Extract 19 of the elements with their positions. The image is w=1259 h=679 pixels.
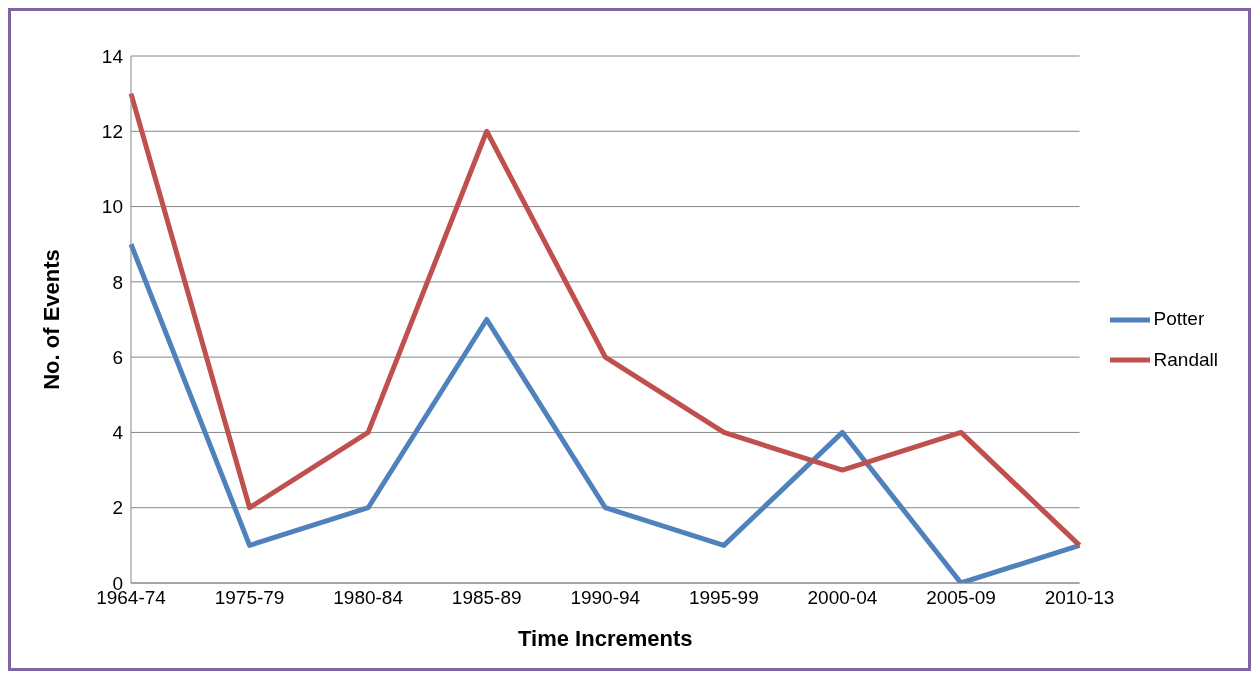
x-axis-title: Time Increments bbox=[518, 626, 693, 651]
y-tick-label: 8 bbox=[112, 271, 123, 293]
x-tick-label: 1980-84 bbox=[333, 587, 404, 609]
legend-label: Randall bbox=[1153, 348, 1218, 370]
legend-label: Potter bbox=[1153, 307, 1205, 329]
y-tick-label: 4 bbox=[112, 422, 124, 444]
x-tick-label: 1990-94 bbox=[570, 587, 641, 609]
y-tick-label: 12 bbox=[101, 121, 123, 143]
y-tick-label: 2 bbox=[112, 497, 123, 519]
x-tick-label: 1985-89 bbox=[451, 587, 522, 609]
y-tick-label: 6 bbox=[112, 346, 123, 368]
x-tick-label: 1995-99 bbox=[688, 587, 759, 609]
x-tick-label: 2010-13 bbox=[1044, 587, 1115, 609]
x-tick-label: 2005-09 bbox=[926, 587, 996, 609]
y-tick-label: 10 bbox=[101, 196, 123, 218]
x-tick-label: 1975-79 bbox=[214, 587, 285, 609]
x-tick-label: 2000-04 bbox=[807, 587, 878, 609]
y-tick-label: 14 bbox=[101, 45, 124, 67]
y-axis-title: No. of Events bbox=[38, 249, 64, 390]
